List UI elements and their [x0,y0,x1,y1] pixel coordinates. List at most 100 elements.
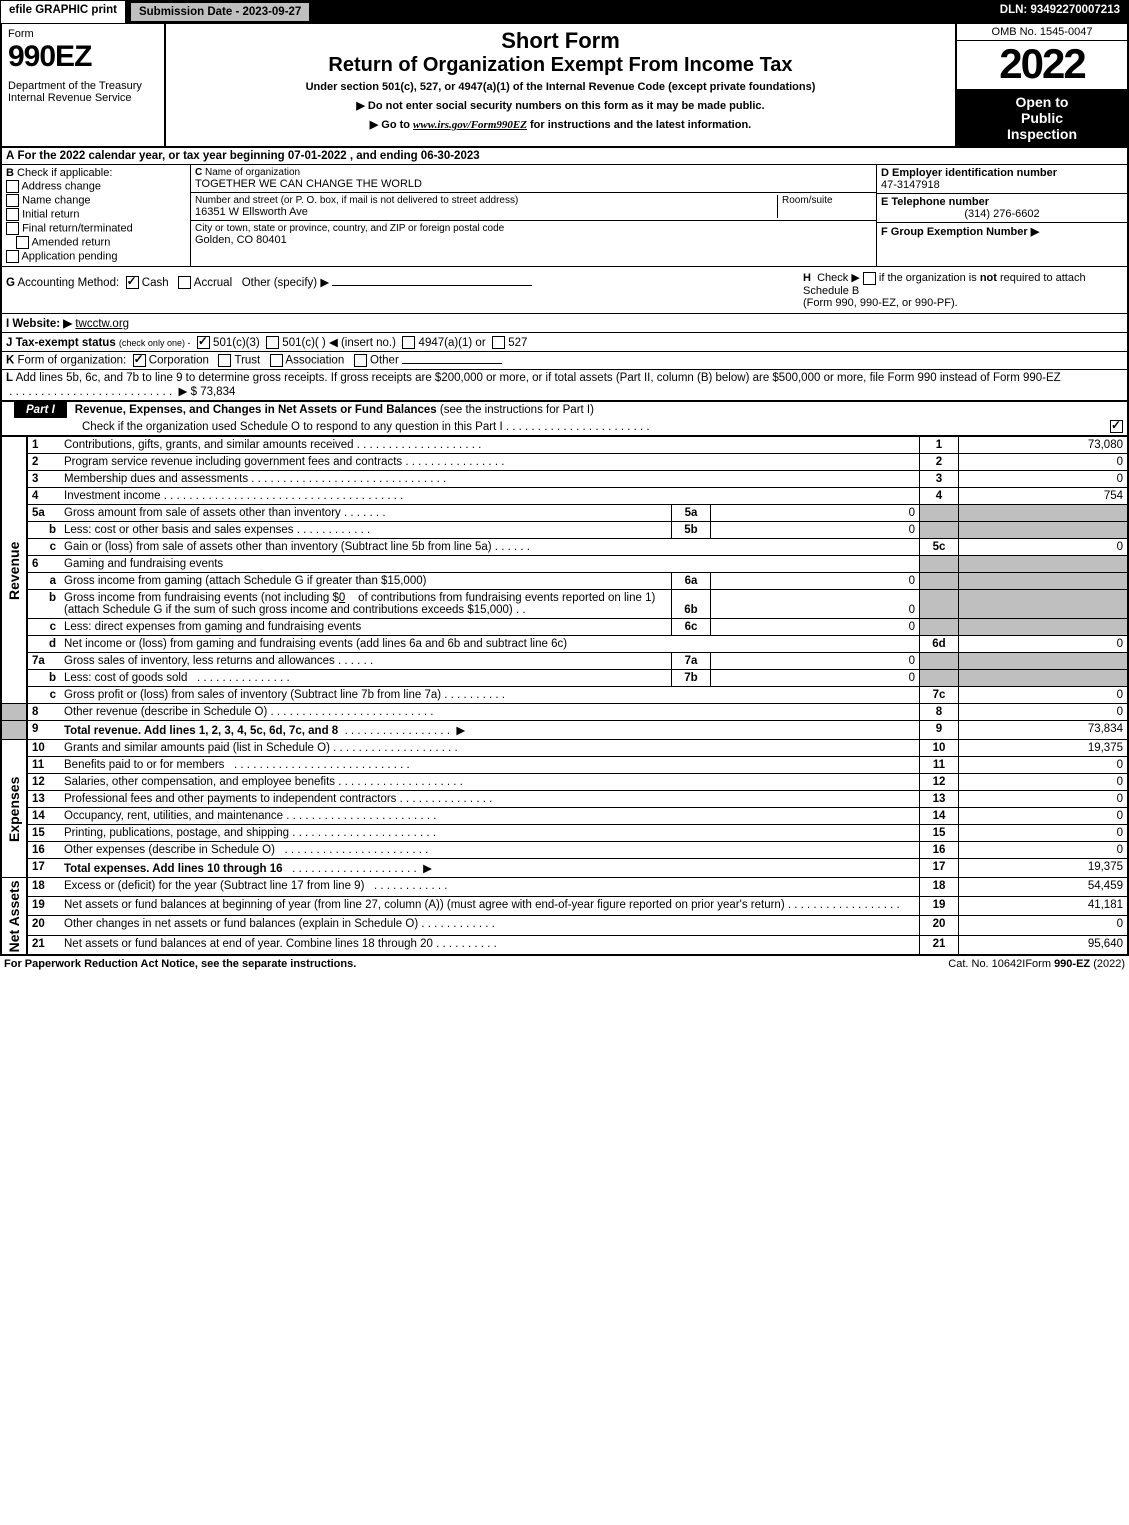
table-row: 21 Net assets or fund balances at end of… [1,935,1128,955]
cash-label: Cash [142,277,169,289]
checkbox-accrual[interactable] [178,276,191,289]
irs-link[interactable]: www.irs.gov/Form990EZ [413,119,527,131]
checkbox-address-change[interactable] [6,180,19,193]
line-desc: Other revenue (describe in Schedule O) [64,706,267,718]
sub-value: 0 [711,573,920,590]
name-label: Name of organization [205,167,300,178]
line-no: 12 [27,774,60,791]
col-def: D Employer identification number 47-3147… [876,165,1127,266]
checkbox-amended-return[interactable] [16,236,29,249]
checkbox-initial-return[interactable] [6,208,19,221]
sub-value: 0 [711,653,920,670]
row-a-text: For the 2022 calendar year, or tax year … [18,150,480,162]
line-value: 754 [959,488,1129,505]
grey-cell [959,505,1129,522]
line-desc: Grants and similar amounts paid (list in… [64,742,330,754]
part-i-title: Revenue, Expenses, and Changes in Net As… [67,402,1127,418]
checkbox-corporation[interactable] [133,354,146,367]
header-center: Short Form Return of Organization Exempt… [166,24,955,146]
other-org-label: Other [370,355,399,367]
line-value: 0 [959,825,1129,842]
checkbox-4947[interactable] [402,336,415,349]
line-no: 10 [27,740,60,757]
line-value: 95,640 [959,935,1129,955]
line-endno: 15 [920,825,959,842]
line-value: 0 [959,539,1129,556]
line-no: c [27,687,60,704]
line-no: 3 [27,471,60,488]
table-row: c Gain or (loss) from sale of assets oth… [1,539,1128,556]
checkbox-final-return[interactable] [6,222,19,235]
table-row: 7a Gross sales of inventory, less return… [1,653,1128,670]
inspection-line2: Public [961,110,1123,126]
table-row: Expenses 10 Grants and similar amounts p… [1,740,1128,757]
header-left: Form 990EZ Department of the Treasury In… [2,24,166,146]
checkbox-application-pending[interactable] [6,250,19,263]
directive-2-pre: ▶ Go to [370,119,410,131]
sub-value: 0 [711,590,920,619]
table-row: Net Assets 18 Excess or (deficit) for th… [1,878,1128,897]
g-text: Accounting Method: [18,277,120,289]
other-specify-field[interactable] [332,285,532,286]
grey-cell [920,670,959,687]
grey-cell [920,653,959,670]
checkbox-name-change[interactable] [6,194,19,207]
omb-number: OMB No. 1545-0047 [957,24,1127,41]
name-change-label: Name change [22,194,91,206]
other-label: Other (specify) ▶ [242,277,329,289]
form-subtitle: Under section 501(c), 527, or 4947(a)(1)… [172,81,949,93]
grey-cell [920,556,959,573]
row-g: G Accounting Method: Cash Accrual Other … [2,267,799,313]
row-l: L Add lines 5b, 6c, and 7b to line 9 to … [0,370,1129,402]
form-label: Form [8,28,158,40]
checkbox-trust[interactable] [218,354,231,367]
line-value: 0 [959,842,1129,859]
checkbox-501c3[interactable] [197,336,210,349]
checkbox-cash[interactable] [126,276,139,289]
line-no: a [27,573,60,590]
line-no: 5a [27,505,60,522]
sub-no: 5b [672,522,711,539]
line-endno: 3 [920,471,959,488]
formref-post: (2022) [1090,958,1125,970]
application-pending-label: Application pending [21,250,117,262]
line-value: 0 [959,454,1129,471]
line-endno: 21 [920,935,959,955]
final-return-label: Final return/terminated [22,222,133,234]
website-value[interactable]: twcctw.org [75,318,129,330]
tax-year: 2022 [957,41,1127,90]
line-endno: 10 [920,740,959,757]
i-label: I Website: ▶ [6,318,72,330]
checkbox-527[interactable] [492,336,505,349]
table-row: 11 Benefits paid to or for members . . .… [1,757,1128,774]
other-org-field[interactable] [402,363,502,364]
catalog-number: Cat. No. 10642I [948,958,1025,970]
line-value: 41,181 [959,897,1129,916]
line-endno: 9 [920,721,959,740]
inspection-line1: Open to [961,94,1123,110]
b-sub: Check if applicable: [17,167,112,179]
line-no: 20 [27,916,60,935]
table-row: 15 Printing, publications, postage, and … [1,825,1128,842]
checkbox-other-org[interactable] [354,354,367,367]
inspection-line3: Inspection [961,126,1123,142]
assoc-label: Association [285,355,344,367]
line-value: 54,459 [959,878,1129,897]
grey-cell [959,590,1129,619]
line-value: 0 [959,757,1129,774]
checkbox-501c[interactable] [266,336,279,349]
row-a-label: A [6,150,14,162]
checkbox-association[interactable] [270,354,283,367]
checkbox-schedule-o[interactable] [1110,420,1123,433]
c-label: C [195,167,202,178]
line-desc: Gross sales of inventory, less returns a… [64,655,335,667]
checkbox-schedule-b[interactable] [863,272,876,285]
line-value: 19,375 [959,859,1129,878]
directive-2-post: for instructions and the latest informat… [530,119,751,131]
line-endno: 7c [920,687,959,704]
opt-501c: 501(c)( ) ◀ (insert no.) [282,337,396,349]
part-i-header: Part I Revenue, Expenses, and Changes in… [0,402,1129,418]
d-label: D Employer identification number [881,167,1057,179]
line-no: 18 [27,878,60,897]
b-label: B [6,167,14,179]
